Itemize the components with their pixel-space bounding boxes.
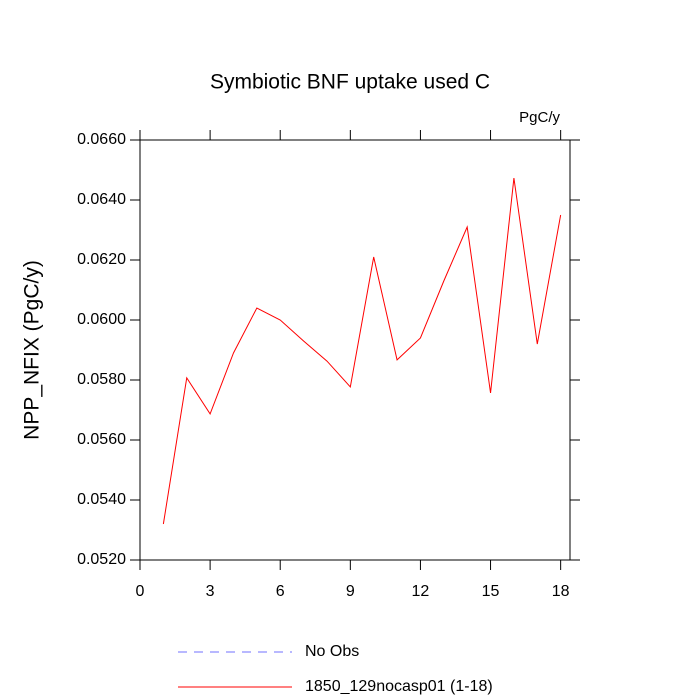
y-tick-label: 0.0640 xyxy=(77,191,126,208)
y-tick-label: 0.0600 xyxy=(77,311,126,328)
y-tick-label: 0.0520 xyxy=(77,551,126,568)
y-tick-label: 0.0580 xyxy=(77,371,126,388)
y-axis-label: NPP_NFIX (PgC/y) xyxy=(21,260,44,440)
units-label: PgC/y xyxy=(519,109,560,126)
x-tick-label: 18 xyxy=(552,583,570,600)
x-tick-label: 0 xyxy=(136,583,145,600)
y-tick-label: 0.0540 xyxy=(77,491,126,508)
y-tick-label: 0.0660 xyxy=(77,131,126,148)
y-tick-label: 0.0560 xyxy=(77,431,126,448)
x-tick-label: 3 xyxy=(206,583,215,600)
legend-label: 1850_129nocasp01 (1-18) xyxy=(305,678,493,695)
x-tick-label: 15 xyxy=(482,583,500,600)
y-tick-label: 0.0620 xyxy=(77,251,126,268)
x-tick-label: 12 xyxy=(412,583,430,600)
chart-title: Symbiotic BNF uptake used C xyxy=(210,71,490,94)
plot-frame xyxy=(139,139,571,561)
x-tick-label: 9 xyxy=(346,583,355,600)
x-tick-label: 6 xyxy=(276,583,285,600)
legend-label: No Obs xyxy=(305,643,359,660)
data-line xyxy=(162,178,562,525)
